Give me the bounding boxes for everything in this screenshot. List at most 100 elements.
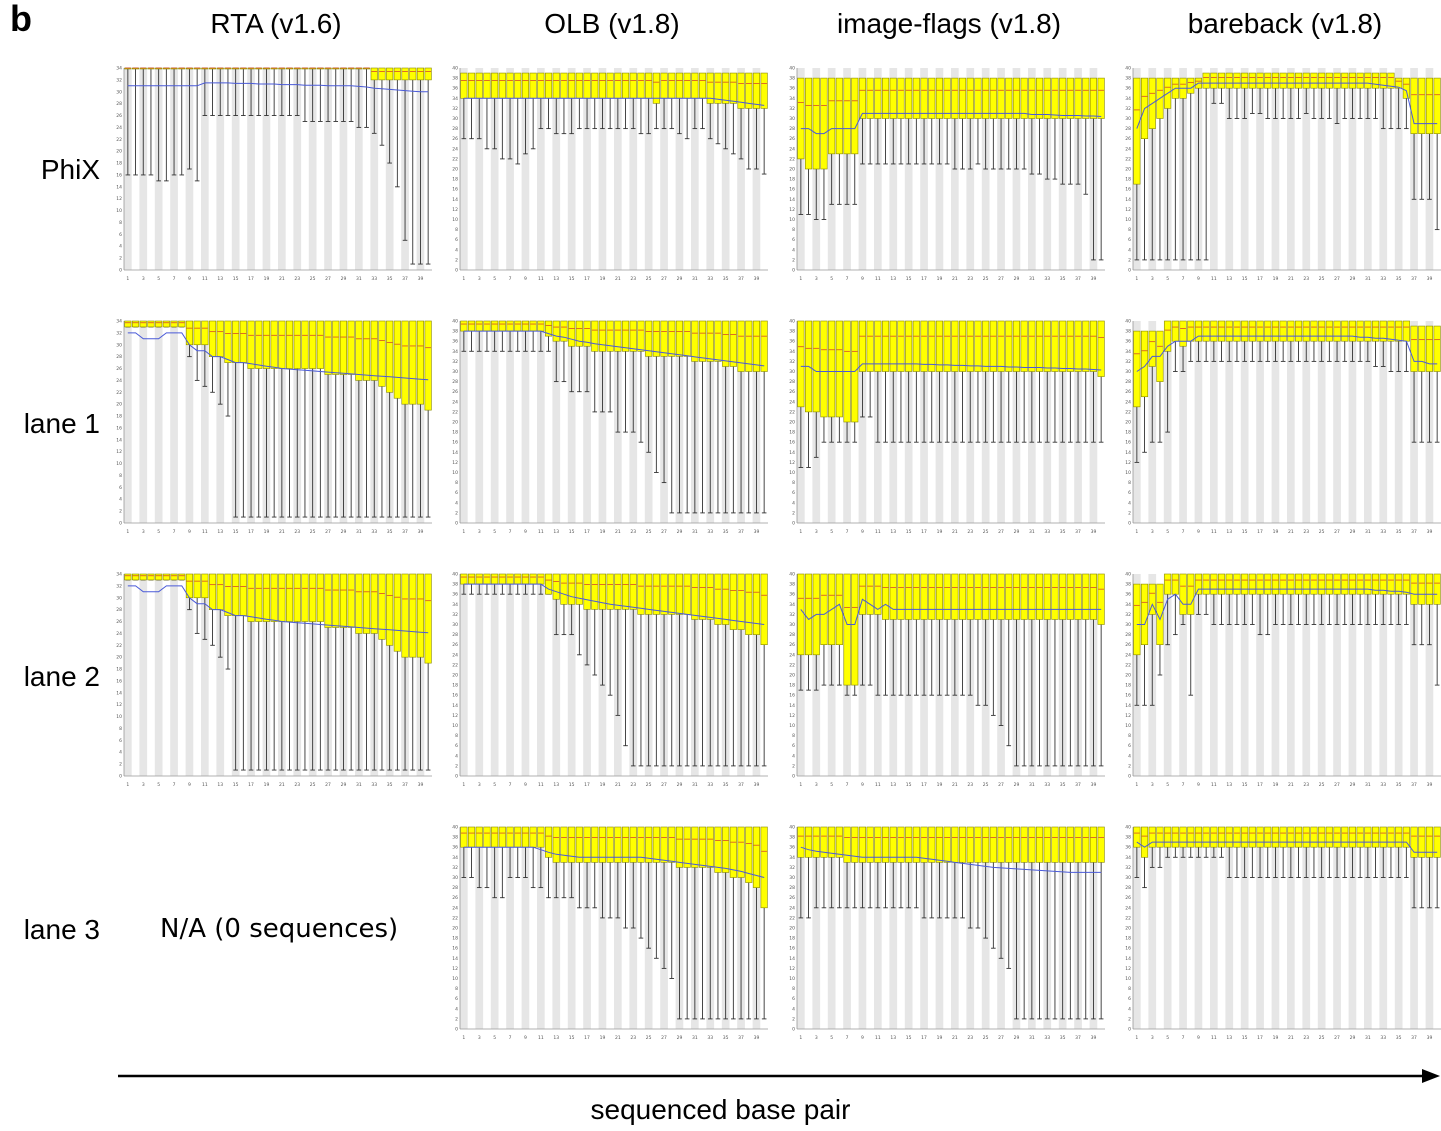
background-stripe [1287,321,1295,523]
background-stripe [583,68,591,270]
quality-box [951,320,959,372]
quality-box [858,573,866,615]
x-tick-label: 29 [1350,782,1356,788]
background-stripe [1317,827,1326,1029]
quality-box [378,67,386,81]
x-tick-label: 5 [830,1035,833,1041]
x-tick-label: 39 [1427,276,1433,282]
y-tick-label: 2 [455,763,458,769]
x-tick-label: 21 [615,529,621,535]
y-tick-label: 10 [789,976,795,982]
background-stripe [506,321,514,523]
y-tick-label: 24 [789,146,795,152]
x-tick-label: 1 [799,1035,802,1041]
y-tick-label: 18 [1125,683,1131,689]
quality-box [629,72,637,99]
quality-box [691,826,699,868]
y-tick-label: 10 [789,217,795,223]
quality-box [1356,72,1364,89]
y-tick-label: 22 [1125,409,1131,415]
quality-box [660,72,668,99]
quality-box [1372,573,1380,595]
y-tick-label: 0 [455,1027,458,1033]
y-tick-label: 0 [1128,1027,1131,1033]
y-tick-label: 40 [1125,572,1131,578]
quality-plot-10: 1 3 5 7 9 11 13 15 17 19 21 23 25 27 29 31 33 35 37 3902468… [789,572,1105,788]
quality-box [131,320,140,328]
quality-box [1325,826,1333,848]
quality-box [714,72,722,104]
x-tick-label: 15 [906,1035,912,1041]
quality-box [866,320,874,372]
y-tick-label: 10 [1125,723,1131,729]
x-tick-label: 39 [1091,529,1097,535]
quality-box [928,77,936,119]
quality-box [706,72,714,104]
y-tick-label: 16 [452,946,458,952]
quality-box [1348,573,1356,595]
x-tick-label: 25 [1319,1035,1325,1041]
quality-box [858,77,866,119]
y-tick-label: 38 [789,835,795,841]
background-stripe [583,574,591,776]
x-tick-label: 7 [509,782,512,788]
x-tick-label: 9 [1197,529,1200,535]
y-tick-label: 8 [792,733,795,739]
quality-box [1202,72,1210,89]
x-tick-label: 13 [890,529,896,535]
quality-box [652,72,660,104]
y-tick-label: 22 [452,662,458,668]
mean-line [800,846,1102,873]
quality-box [270,573,278,622]
x-tick-label: 3 [1151,276,1154,282]
y-tick-label: 8 [1128,480,1131,486]
quality-box [1387,826,1395,848]
quality-box [882,77,890,119]
background-stripe [139,574,148,776]
background-stripe [1225,574,1234,776]
quality-box [537,826,545,848]
quality-box [1379,320,1387,342]
quality-box [155,320,163,328]
quality-box [1082,77,1090,119]
quality-box [951,77,959,119]
quality-box [1248,72,1256,89]
background-stripe [1410,574,1418,776]
quality-box [745,320,753,372]
y-tick-label: 30 [789,875,795,881]
y-tick-label: 38 [452,76,458,82]
quality-box [1364,573,1372,595]
x-tick-label: 31 [1365,529,1371,535]
x-tick-label: 5 [493,1035,496,1041]
y-tick-label: 32 [452,359,458,365]
x-tick-label: 11 [1211,276,1217,282]
background-stripe [889,68,898,270]
quality-box [1333,72,1341,89]
y-tick-label: 34 [452,855,458,861]
y-tick-label: 36 [789,86,795,92]
x-tick-label: 29 [341,276,347,282]
quality-box [912,826,920,863]
quality-box [1287,72,1295,89]
y-tick-label: 40 [1125,319,1131,325]
quality-box [529,573,537,585]
quality-box [1028,320,1036,372]
quality-box [1020,77,1028,119]
quality-box [729,573,737,630]
x-tick-label: 23 [294,782,300,788]
y-tick-label: 2 [792,1016,795,1022]
quality-box [714,573,722,625]
y-tick-label: 18 [116,414,122,420]
x-tick-label: 7 [846,1035,849,1041]
quality-box [675,72,683,99]
quality-box [386,67,394,81]
quality-box [699,573,707,620]
quality-box [1187,320,1195,342]
x-tick-label: 39 [754,529,760,535]
x-tick-label: 3 [142,529,145,535]
quality-box [1310,320,1318,342]
x-tick-label: 19 [1273,1035,1279,1041]
y-tick-label: 4 [1128,753,1131,759]
quality-box [1402,826,1410,848]
y-tick-label: 4 [119,750,122,756]
